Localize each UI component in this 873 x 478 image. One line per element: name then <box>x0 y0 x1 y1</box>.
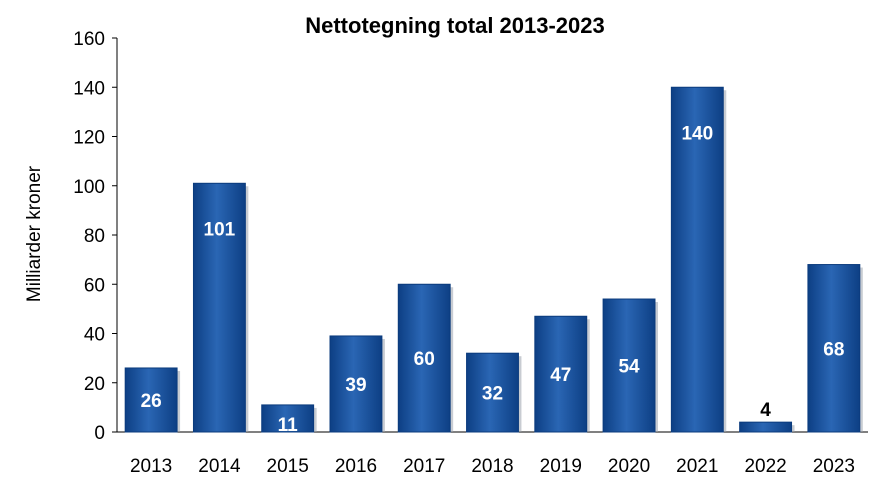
bar <box>739 421 793 433</box>
bar <box>466 352 519 433</box>
bar <box>534 315 588 433</box>
y-tick-label: 60 <box>84 275 105 296</box>
chart-title: Nettotegning total 2013-2023 <box>305 13 605 38</box>
x-tick-label: 2014 <box>198 456 241 477</box>
y-axis-ticks: 0 20 40 60 80 100 120 140 160 <box>73 29 117 444</box>
data-label: 26 <box>141 391 162 412</box>
x-tick-label: 2018 <box>471 456 513 477</box>
y-tick-label: 40 <box>84 325 105 346</box>
data-label: 68 <box>823 339 844 360</box>
data-label: 47 <box>550 365 571 386</box>
bar <box>192 182 246 433</box>
x-tick-label: 2021 <box>676 456 718 477</box>
y-tick-label: 0 <box>94 423 105 444</box>
x-tick-label: 2016 <box>335 456 377 477</box>
x-tick-label: 2019 <box>540 456 582 477</box>
y-tick-label: 160 <box>73 29 105 50</box>
bar <box>261 404 315 433</box>
data-label: 140 <box>681 123 713 144</box>
bar <box>670 86 724 433</box>
bar <box>329 335 383 433</box>
y-tick-label: 20 <box>84 374 105 395</box>
data-label: 60 <box>414 349 435 370</box>
x-tick-label: 2017 <box>403 456 445 477</box>
data-label: 4 <box>760 400 771 421</box>
data-label: 101 <box>204 219 236 240</box>
data-label: 54 <box>618 357 640 378</box>
y-tick-label: 140 <box>73 78 105 99</box>
y-axis-label: Milliarder kroner <box>24 165 45 302</box>
x-tick-label: 2020 <box>608 456 650 477</box>
y-tick-label: 100 <box>73 177 105 198</box>
x-tick-label: 2022 <box>744 456 786 477</box>
bar <box>807 264 861 433</box>
bar <box>397 283 451 433</box>
data-label: 39 <box>345 375 366 396</box>
data-label: 32 <box>482 384 503 405</box>
bar <box>602 298 656 433</box>
bar-series: 26 101 11 39 60 32 47 54 140 4 68 <box>124 86 863 436</box>
y-tick-label: 120 <box>73 128 105 149</box>
bar <box>124 367 178 433</box>
x-tick-label: 2015 <box>267 456 309 477</box>
x-axis-ticks: 2013 2014 2015 2016 2017 2018 2019 2020 2021 2022… <box>130 456 855 477</box>
x-tick-label: 2023 <box>813 456 855 477</box>
data-label: 11 <box>278 415 299 436</box>
y-tick-label: 80 <box>84 226 105 247</box>
x-tick-label: 2013 <box>130 456 172 477</box>
